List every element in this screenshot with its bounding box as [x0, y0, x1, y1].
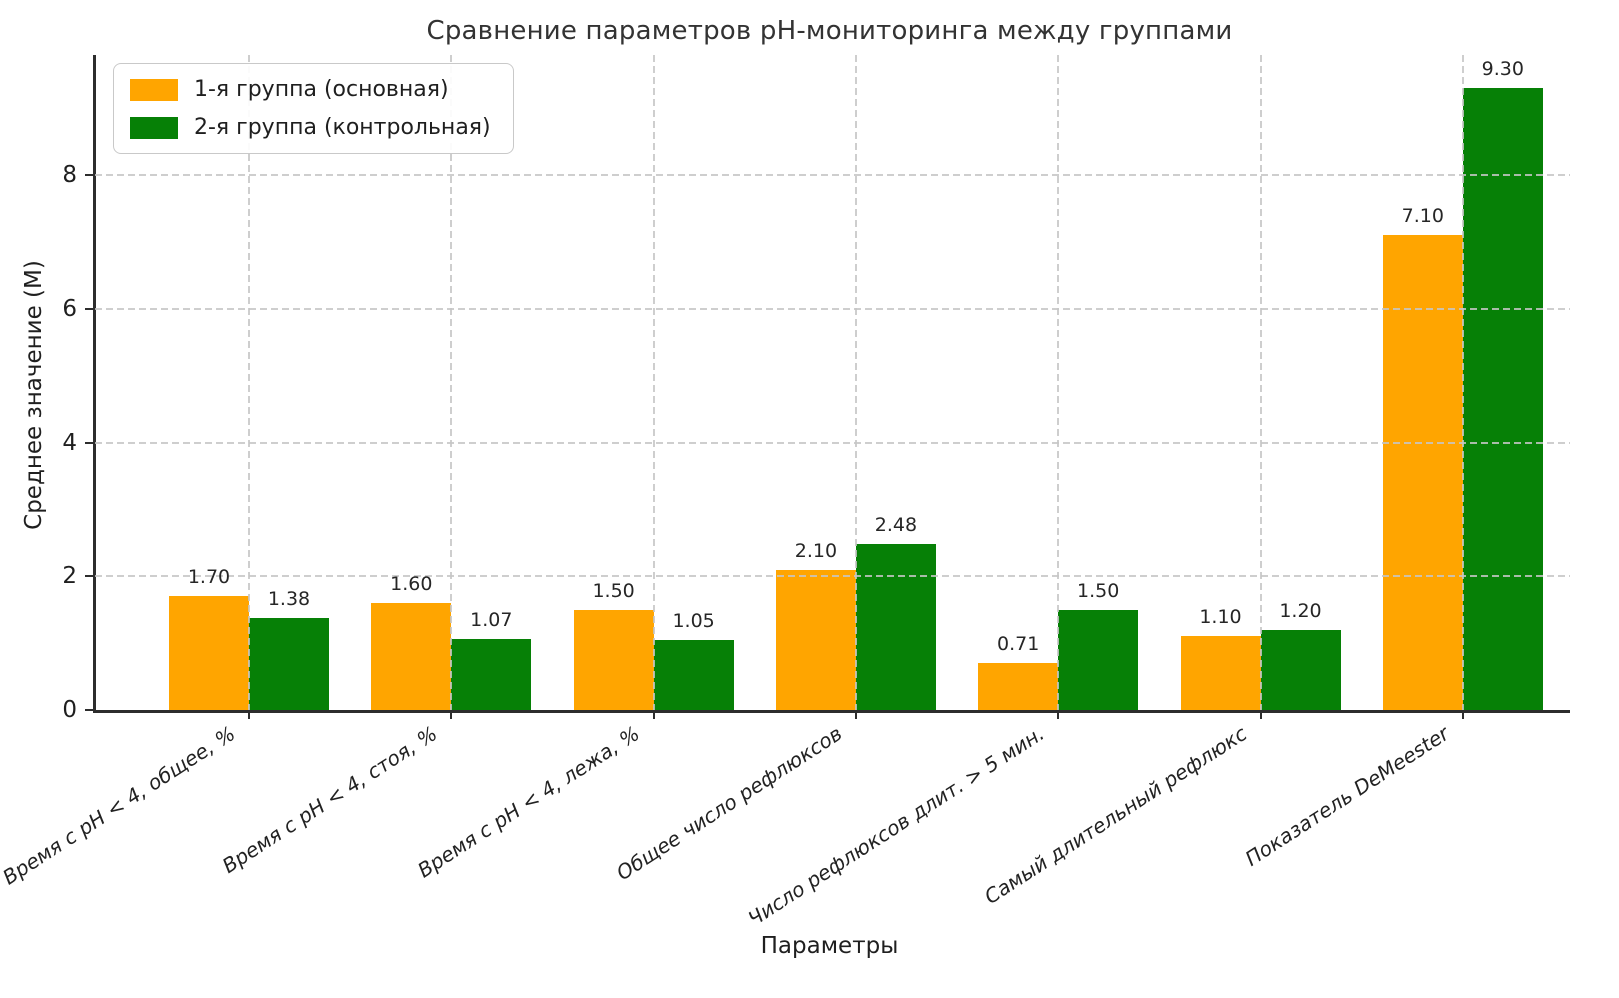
- gridline-vertical: [1461, 55, 1464, 710]
- legend-label: 2-я группа (контрольная): [194, 115, 491, 140]
- y-tick-label: 0: [62, 697, 77, 723]
- bar-value-label: 1.60: [390, 573, 433, 596]
- bar-value-label: 1.05: [672, 609, 715, 632]
- y-tick: [85, 709, 94, 711]
- bar-value-label: 1.10: [1199, 606, 1242, 629]
- x-tick: [1057, 710, 1060, 719]
- bar-group2-3: [855, 544, 936, 710]
- legend-swatch-orange: [130, 78, 178, 101]
- x-tick-label: Время с pH < 4, стоя, %: [218, 721, 442, 878]
- gridline-vertical: [248, 55, 250, 710]
- legend-item: 2-я группа (контрольная): [130, 115, 491, 140]
- x-tick: [450, 710, 453, 719]
- y-tick: [85, 307, 94, 310]
- bar-value-label: 1.07: [470, 608, 513, 631]
- plot-area: 1-я группа (основная) 2-я группа (контрол…: [95, 55, 1570, 710]
- gridline-horizontal: [95, 575, 1570, 578]
- bar-group2-0: [249, 617, 329, 710]
- y-tick: [85, 174, 94, 177]
- bar-group1-1: [371, 603, 452, 710]
- bar-group1-2: [573, 609, 654, 710]
- bar-group2-4: [1058, 609, 1139, 710]
- bar-value-label: 2.48: [874, 514, 918, 537]
- bar-group1-4: [978, 662, 1059, 710]
- x-tick: [1461, 710, 1464, 719]
- bar-value-label: 0.71: [997, 632, 1040, 655]
- y-tick-label: 2: [62, 563, 77, 590]
- x-tick: [652, 710, 655, 719]
- bar-group2-2: [653, 639, 734, 710]
- legend: 1-я группа (основная) 2-я группа (контрол…: [113, 63, 514, 154]
- bar-value-label: 1.20: [1279, 599, 1322, 622]
- bar-group2-5: [1260, 629, 1341, 710]
- chart-title: Сравнение параметров pH-мониторинга межд…: [426, 16, 1233, 46]
- gridline-vertical: [1057, 55, 1060, 710]
- bar-group1-0: [169, 596, 249, 710]
- gridline-vertical: [652, 55, 655, 710]
- y-tick-label: 4: [62, 429, 77, 456]
- x-axis-label: Параметры: [760, 933, 899, 959]
- x-tick-label: Показатель DeMeester: [1240, 721, 1454, 871]
- gridline-vertical: [450, 55, 453, 710]
- gridline-horizontal: [95, 174, 1570, 177]
- gridline-horizontal: [95, 307, 1570, 310]
- x-axis-spine: [93, 710, 1570, 713]
- x-tick-label: Время с pH < 4, лежа, %: [413, 721, 645, 883]
- y-tick: [85, 575, 94, 578]
- bar-value-label: 1.50: [592, 579, 635, 602]
- bar-value-label: 9.30: [1481, 58, 1524, 81]
- bar-group2-1: [451, 638, 532, 710]
- bar-group1-3: [775, 569, 856, 710]
- gridline-horizontal: [95, 441, 1570, 444]
- gridline-vertical: [854, 55, 857, 710]
- y-axis-spine: [93, 55, 96, 713]
- y-axis-label: Среднее значение (М): [21, 260, 47, 530]
- gridline-vertical: [1259, 55, 1262, 710]
- bar-value-label: 1.50: [1077, 579, 1120, 602]
- x-tick-label: Общее число рефлюксов: [612, 721, 847, 886]
- legend-swatch-green: [130, 116, 178, 139]
- bar-group1-6: [1382, 235, 1463, 710]
- y-tick-label: 8: [62, 162, 77, 189]
- x-tick: [1259, 710, 1262, 719]
- bar-value-label: 1.70: [187, 566, 231, 589]
- x-tick-label: Время с pH < 4, общее, %: [0, 721, 240, 890]
- x-tick: [854, 710, 857, 719]
- legend-item: 1-я группа (основная): [130, 77, 491, 102]
- y-tick: [85, 441, 94, 444]
- y-tick-label: 6: [62, 295, 77, 322]
- bar-value-label: 2.10: [794, 539, 838, 562]
- bar-value-label: 7.10: [1401, 205, 1444, 228]
- legend-label: 1-я группа (основная): [194, 77, 449, 102]
- bar-group2-6: [1462, 88, 1543, 710]
- x-tick: [248, 710, 250, 719]
- bar-value-label: 1.38: [267, 587, 311, 610]
- bar-group1-5: [1180, 636, 1261, 710]
